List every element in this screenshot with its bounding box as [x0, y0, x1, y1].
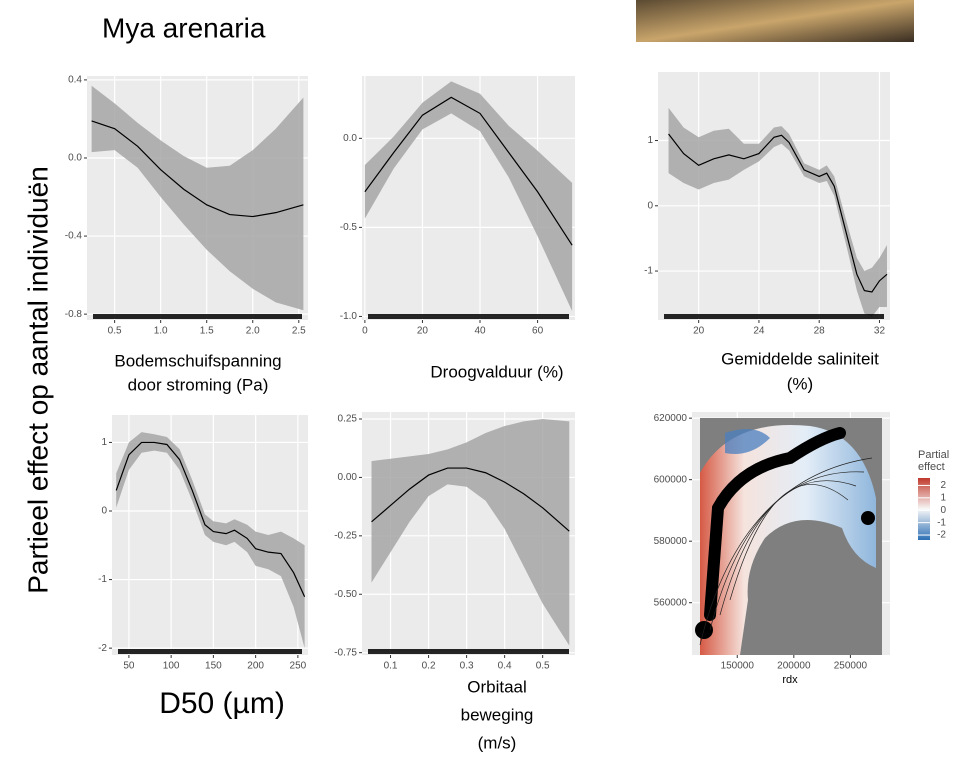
y-tick-label: 580000	[654, 536, 688, 547]
x-tick-label: 100	[163, 661, 180, 672]
y-tick-label: 0.00	[338, 472, 358, 483]
y-tick-label: -1	[644, 266, 653, 277]
contour	[729, 484, 849, 601]
y-tick-label: -2	[98, 643, 107, 654]
y-tick-label: -0.8	[65, 309, 83, 320]
x-label: rdx	[782, 674, 798, 686]
legend-tick-label: 1	[940, 492, 946, 503]
legend-tick-label: -1	[937, 517, 946, 528]
x-tick-label: 250000	[834, 661, 868, 672]
contour	[699, 457, 873, 646]
x-tick-label: 28	[814, 326, 826, 337]
panel: 0.4 0.0 -0.4 -0.8 0.5 1.0 1.5 2.0 2.5 Bodemschuif…	[65, 75, 308, 394]
y-tick-label: 600000	[654, 474, 688, 485]
panel: 1 0 -1 20 24 28 32 Gemiddelde saliniteit (%)	[644, 72, 890, 393]
x-tick-label: 20	[693, 326, 705, 337]
y-tick-label: 1	[101, 437, 107, 448]
x-tick-label: 2.5	[292, 326, 306, 337]
confidence-band	[116, 432, 305, 649]
y-label: Partieel effect op aantal individuën	[22, 166, 53, 594]
y-tick-label: -0.25	[334, 530, 357, 541]
y-tick-label: 0.4	[68, 75, 82, 86]
panel: 560000 580000 600000 620000 150000 200000 2500…	[654, 412, 949, 686]
x-label: (m/s)	[478, 733, 517, 752]
y-tick-label: 0	[101, 506, 107, 517]
x-label: Gemiddelde saliniteit	[721, 349, 879, 368]
y-tick-label: -1.0	[340, 311, 358, 322]
x-tick-label: 40	[474, 326, 486, 337]
rug	[118, 649, 302, 654]
x-tick-label: 32	[874, 326, 886, 337]
x-label: Orbitaal	[467, 677, 527, 696]
rug	[664, 314, 884, 319]
x-tick-label: 2.0	[246, 326, 260, 337]
x-tick-label: 150000	[721, 661, 755, 672]
legend-tick-label: -2	[937, 530, 946, 541]
photo	[636, 0, 914, 42]
x-tick-label: 0.5	[536, 661, 550, 672]
x-tick-label: 0.3	[460, 661, 474, 672]
y-tick-label: -0.75	[334, 647, 357, 658]
x-label: door stroming (Pa)	[128, 375, 269, 394]
x-label: beweging	[461, 705, 534, 724]
x-tick-label: 0.1	[384, 661, 398, 672]
y-tick-label: 560000	[654, 597, 688, 608]
x-tick-label: 1.0	[154, 326, 168, 337]
map-points	[861, 511, 875, 525]
legend-tick-label: 0	[940, 505, 946, 516]
plot-background	[658, 72, 890, 320]
rug	[368, 649, 569, 654]
rug	[93, 314, 302, 319]
y-tick-label: 0	[647, 200, 653, 211]
panel: 1 0 -1 -2 50 100 150 200 250 D50 (µm)	[98, 415, 308, 720]
x-tick-label: 200	[247, 661, 264, 672]
y-tick-label: -0.50	[334, 589, 357, 600]
y-tick-label: -0.5	[340, 222, 358, 233]
fit-line	[364, 96, 573, 246]
panel: 0.0 -0.5 -1.0 0 20 40 60 Droogvalduur (%)	[340, 76, 575, 381]
title: Mya arenaria	[102, 12, 266, 43]
x-tick-label: 24	[753, 326, 765, 337]
x-label: Droogvalduur (%)	[430, 362, 563, 381]
fit-line	[115, 441, 306, 597]
x-label: (%)	[787, 374, 813, 393]
rug	[368, 314, 569, 319]
x-tick-label: 0.4	[498, 661, 512, 672]
colorbar	[918, 478, 930, 540]
confidence-band	[668, 107, 887, 317]
y-tick-label: 620000	[654, 413, 688, 424]
confidence-band	[371, 419, 570, 646]
fit-line	[371, 467, 570, 532]
x-tick-label: 1.5	[200, 326, 214, 337]
x-tick-label: 0.2	[422, 661, 436, 672]
y-tick-label: -0.4	[65, 231, 83, 242]
x-tick-label: 200000	[777, 661, 811, 672]
x-tick-label: 50	[123, 661, 135, 672]
x-tick-label: 150	[205, 661, 222, 672]
fit-line	[668, 133, 888, 293]
x-tick-label: 0.5	[108, 326, 122, 337]
fit-line	[91, 120, 304, 218]
legend-title: Partial	[918, 449, 949, 461]
x-tick-label: 60	[532, 326, 544, 337]
panel: 0.25 0.00 -0.25 -0.50 -0.75 0.1 0.2 0.3 0.4 0.5 Or…	[334, 412, 575, 752]
x-tick-label: 0	[362, 326, 368, 337]
y-tick-label: 0.0	[343, 133, 357, 144]
y-tick-label: 0.0	[68, 153, 82, 164]
map-blue	[725, 429, 770, 454]
y-tick-label: -1	[98, 574, 107, 585]
map-points	[704, 427, 846, 621]
y-tick-label: 1	[647, 135, 653, 146]
x-label: Bodemschuifspanning	[114, 351, 281, 370]
y-tick-label: 0.25	[338, 414, 358, 425]
x-tick-label: 250	[290, 661, 307, 672]
legend-tick-label: 2	[940, 480, 946, 491]
confidence-band	[364, 81, 573, 312]
legend-title: effect	[918, 461, 945, 473]
x-tick-label: 20	[417, 326, 429, 337]
x-label: D50 (µm)	[159, 687, 285, 720]
